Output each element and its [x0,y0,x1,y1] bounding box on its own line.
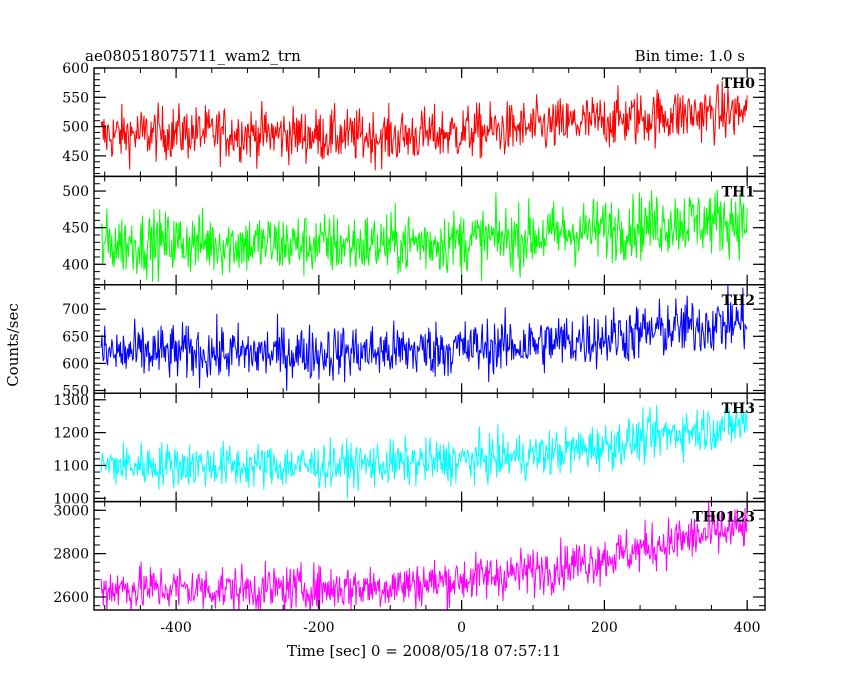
y-tick-label: 1000 [53,491,89,507]
y-tick-label: 2800 [53,547,89,563]
y-tick-label: 500 [62,120,89,136]
y-tick-label: 1200 [53,426,89,442]
series-th0 [100,81,748,171]
series-th2 [100,284,748,391]
y-tick-label: 500 [62,184,89,200]
series-th0123 [100,501,748,611]
panel-name-label: TH0 [722,76,756,92]
y-tick-label: 1100 [53,458,89,474]
x-tick-label: 400 [734,620,761,636]
y-tick-label: 1300 [53,393,89,409]
y-tick-label: 700 [62,302,89,318]
x-tick-label: 0 [457,620,466,636]
panel-name-label: TH3 [722,401,755,417]
y-tick-label: 400 [62,257,89,273]
x-axis-label: Time [sec] 0 = 2008/05/18 07:57:11 [287,642,561,660]
panel-name-label: TH0123 [692,510,755,526]
x-tick-label: -200 [303,620,334,636]
panel-name-label: TH1 [722,184,755,200]
y-tick-label: 600 [62,61,89,77]
y-tick-label: 450 [62,221,89,237]
series-th1 [100,189,748,283]
y-tick-label: 450 [62,149,89,165]
y-tick-label: 600 [62,356,89,372]
series-th3 [100,405,748,499]
y-tick-label: 2600 [53,590,89,606]
panel-frame [93,500,766,611]
panels: 450 500 550 600 TH0 400 450 500 TH1 550 600 650 700 T… [53,61,766,636]
y-tick-label: 3000 [53,503,89,519]
y-tick-label: 650 [62,329,89,345]
y-tick-label: 550 [62,383,89,399]
x-tick-label: -400 [160,620,191,636]
panel-name-label: TH2 [722,293,755,309]
x-tick-label: 200 [591,620,618,636]
y-tick-label: 550 [62,90,89,106]
chart-title: ae080518075711_wam2_trn [85,47,301,65]
bin-time-label: Bin time: 1.0 s [635,47,745,65]
y-axis-label: Counts/sec [4,303,22,387]
